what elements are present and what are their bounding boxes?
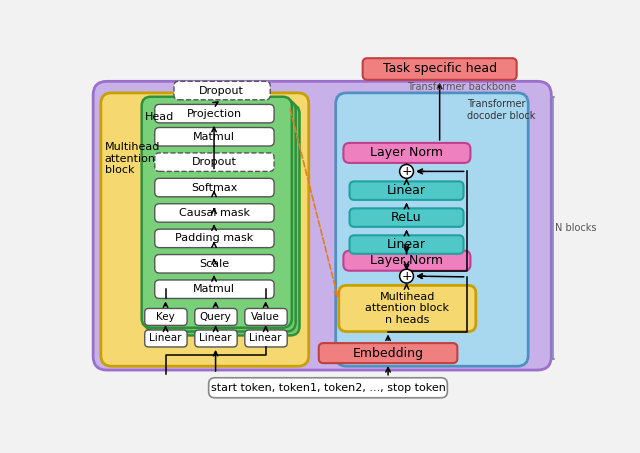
FancyBboxPatch shape bbox=[349, 181, 463, 200]
Text: Causal mask: Causal mask bbox=[179, 208, 250, 218]
Text: Linear: Linear bbox=[149, 333, 182, 343]
Text: start token, token1, token2, ..., stop token: start token, token1, token2, ..., stop t… bbox=[211, 383, 445, 393]
FancyBboxPatch shape bbox=[155, 229, 274, 248]
FancyBboxPatch shape bbox=[319, 343, 458, 363]
Text: Matmul: Matmul bbox=[193, 284, 235, 294]
FancyBboxPatch shape bbox=[149, 104, 300, 335]
Text: Transformer
docoder block: Transformer docoder block bbox=[467, 99, 535, 120]
FancyBboxPatch shape bbox=[349, 235, 463, 254]
FancyBboxPatch shape bbox=[336, 93, 528, 366]
FancyBboxPatch shape bbox=[141, 96, 292, 328]
Text: Dropout: Dropout bbox=[191, 157, 236, 167]
FancyBboxPatch shape bbox=[145, 101, 296, 332]
Text: Matmul: Matmul bbox=[193, 132, 235, 142]
Text: ReLu: ReLu bbox=[391, 211, 422, 224]
Circle shape bbox=[399, 164, 413, 178]
FancyBboxPatch shape bbox=[209, 378, 447, 398]
Text: Multihead
attention block
n heads: Multihead attention block n heads bbox=[365, 292, 449, 325]
Text: Dropout: Dropout bbox=[199, 86, 244, 96]
Text: Transformer backbone: Transformer backbone bbox=[408, 82, 516, 92]
FancyBboxPatch shape bbox=[349, 208, 463, 227]
FancyBboxPatch shape bbox=[155, 104, 274, 123]
FancyBboxPatch shape bbox=[155, 127, 274, 146]
FancyBboxPatch shape bbox=[155, 153, 274, 171]
Text: Linear: Linear bbox=[387, 238, 426, 251]
Text: Multihead
attention
block: Multihead attention block bbox=[105, 142, 160, 175]
FancyBboxPatch shape bbox=[195, 308, 237, 325]
Text: Linear: Linear bbox=[387, 184, 426, 197]
Text: Padding mask: Padding mask bbox=[175, 233, 253, 243]
Text: Head: Head bbox=[145, 112, 174, 122]
Text: Embedding: Embedding bbox=[353, 347, 424, 360]
Text: Linear: Linear bbox=[199, 333, 232, 343]
Text: +: + bbox=[401, 165, 412, 178]
FancyBboxPatch shape bbox=[145, 308, 187, 325]
FancyBboxPatch shape bbox=[155, 204, 274, 222]
Text: Softmax: Softmax bbox=[191, 183, 237, 193]
Text: Query: Query bbox=[200, 312, 232, 322]
FancyBboxPatch shape bbox=[155, 178, 274, 197]
FancyBboxPatch shape bbox=[344, 143, 470, 163]
FancyBboxPatch shape bbox=[344, 251, 470, 271]
Text: Layer Norm: Layer Norm bbox=[370, 254, 443, 267]
Text: Key: Key bbox=[156, 312, 175, 322]
Circle shape bbox=[399, 269, 413, 283]
FancyBboxPatch shape bbox=[93, 81, 551, 370]
FancyBboxPatch shape bbox=[155, 255, 274, 273]
FancyBboxPatch shape bbox=[245, 330, 287, 347]
FancyBboxPatch shape bbox=[145, 330, 187, 347]
Text: Layer Norm: Layer Norm bbox=[370, 146, 443, 159]
Text: Projection: Projection bbox=[186, 109, 242, 119]
Text: +: + bbox=[401, 270, 412, 283]
FancyBboxPatch shape bbox=[155, 280, 274, 299]
Text: Scale: Scale bbox=[199, 259, 229, 269]
FancyBboxPatch shape bbox=[101, 93, 308, 366]
FancyBboxPatch shape bbox=[339, 285, 476, 332]
FancyBboxPatch shape bbox=[245, 308, 287, 325]
Text: N blocks: N blocks bbox=[555, 222, 596, 232]
FancyBboxPatch shape bbox=[363, 58, 516, 80]
FancyBboxPatch shape bbox=[174, 81, 270, 100]
Text: Linear: Linear bbox=[250, 333, 282, 343]
Text: Task specific head: Task specific head bbox=[383, 63, 497, 76]
Text: Value: Value bbox=[252, 312, 280, 322]
FancyBboxPatch shape bbox=[195, 330, 237, 347]
